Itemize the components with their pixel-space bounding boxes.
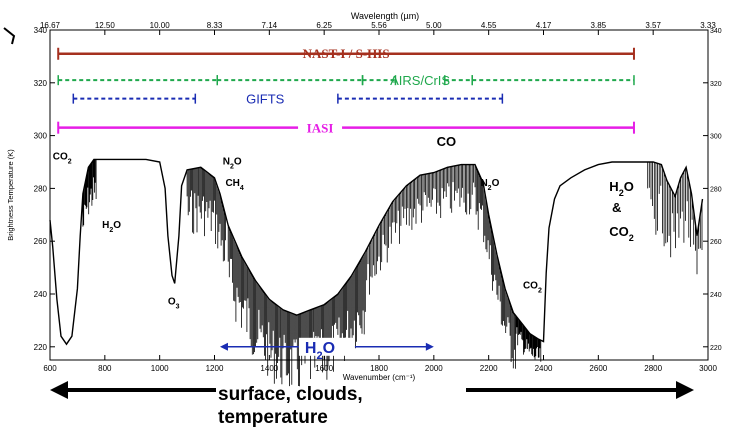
species-label: CO <box>437 134 457 149</box>
top-tick-label: 3.33 <box>700 21 716 30</box>
top-tick-label: 12.50 <box>95 21 116 30</box>
x-tick-label: 2000 <box>425 364 443 373</box>
h2o-arrow-right-head-icon <box>425 342 434 351</box>
spectrum-layer <box>49 158 704 387</box>
footer-line-1: surface, clouds, <box>218 384 363 405</box>
x-tick-label: 1400 <box>260 364 278 373</box>
y-tick-label-left: 220 <box>34 343 48 352</box>
top-tick-label: 5.00 <box>426 21 442 30</box>
y-tick-label-left: 240 <box>34 290 48 299</box>
y-tick-label-right: 260 <box>710 239 722 246</box>
x-tick-label: 1200 <box>206 364 224 373</box>
top-axis-title: Wavelength (µm) <box>351 11 419 21</box>
range-label: IASI <box>307 121 334 136</box>
species-label: CO2 <box>523 281 542 295</box>
y-tick-label-right: 220 <box>710 345 722 352</box>
y-tick-label-right: 340 <box>710 28 722 35</box>
y-axis-label: Brightness Temperature (K) <box>6 149 15 241</box>
y-tick-label-left: 300 <box>34 132 48 141</box>
x-axis-label: Wavenumber (cm⁻¹) <box>343 373 416 382</box>
bottom-arrow-left-head-icon <box>50 381 68 399</box>
y-tick-label-right: 240 <box>710 292 722 299</box>
y-tick-label-right: 300 <box>710 134 722 141</box>
corner-mark <box>3 27 16 45</box>
footer-line-2: temperature <box>218 407 328 428</box>
top-tick-label: 4.55 <box>481 21 497 30</box>
x-tick-label: 1000 <box>151 364 169 373</box>
range-label: NAST-I / S-HIS <box>303 46 390 61</box>
x-tick-label: 600 <box>43 364 57 373</box>
species-label: CO2 <box>609 224 634 243</box>
y-tick-label-left: 340 <box>34 26 48 35</box>
x-tick-label: 2800 <box>644 364 662 373</box>
h2o-label-bg <box>298 337 355 356</box>
x-tick-label: 2600 <box>589 364 607 373</box>
species-label: H2O <box>609 179 634 198</box>
y-tick-label-left: 260 <box>34 237 48 246</box>
y-tick-label-right: 320 <box>710 81 722 88</box>
species-label: CO2 <box>53 151 72 165</box>
x-tick-label: 800 <box>98 364 112 373</box>
annotation-layer: CO2 H2O O3 N2O CH4 CO N2O CO2 H2O & CO2 H2O <box>53 134 634 362</box>
range-label: AIRS/CrIS <box>390 73 450 88</box>
spectrum-absorption-lines <box>82 159 703 387</box>
range-label: GIFTS <box>246 92 285 107</box>
x-tick-label: 2400 <box>535 364 553 373</box>
x-tick-label: 1800 <box>370 364 388 373</box>
x-tick-label: 2200 <box>480 364 498 373</box>
top-tick-label: 6.25 <box>316 21 332 30</box>
species-label: N2O <box>223 157 242 171</box>
bottom-arrow-right-head-icon <box>676 381 694 399</box>
top-tick-label: 4.17 <box>536 21 552 30</box>
species-label: N2O <box>480 178 499 192</box>
top-tick-label: 3.57 <box>645 21 661 30</box>
top-tick-label: 3.85 <box>591 21 607 30</box>
range-label-bg <box>298 120 343 135</box>
top-tick-label: 7.14 <box>262 21 278 30</box>
top-tick-label: 8.33 <box>207 21 223 30</box>
h2o-arrow-left-head-icon <box>219 342 228 351</box>
top-tick-label: 16.67 <box>40 21 61 30</box>
species-label: O3 <box>168 297 180 311</box>
y-tick-label-right: 280 <box>710 186 722 193</box>
h2o-arrow-label: H2O <box>305 340 335 362</box>
top-tick-label: 5.56 <box>371 21 387 30</box>
y-tick-label-left: 280 <box>34 184 48 193</box>
species-label: H2O <box>102 220 121 234</box>
species-label: & <box>612 200 621 215</box>
species-label: CH4 <box>225 178 243 192</box>
x-tick-label: 3000 <box>699 364 717 373</box>
top-tick-label: 10.00 <box>150 21 171 30</box>
y-tick-label-left: 320 <box>34 79 48 88</box>
